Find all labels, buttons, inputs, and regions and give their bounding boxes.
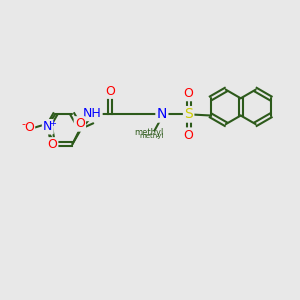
Text: O: O (75, 117, 85, 130)
Text: NH: NH (83, 107, 101, 120)
Text: O: O (47, 138, 57, 152)
Text: S: S (184, 107, 193, 121)
Text: methyl: methyl (139, 133, 164, 139)
Text: -: - (21, 119, 25, 129)
Text: N: N (43, 120, 52, 133)
Text: O: O (24, 121, 34, 134)
Text: O: O (184, 129, 194, 142)
Text: methyl: methyl (134, 128, 163, 137)
Text: N: N (157, 107, 167, 121)
Text: O: O (184, 87, 194, 100)
Text: +: + (50, 119, 56, 128)
Text: O: O (105, 85, 115, 98)
